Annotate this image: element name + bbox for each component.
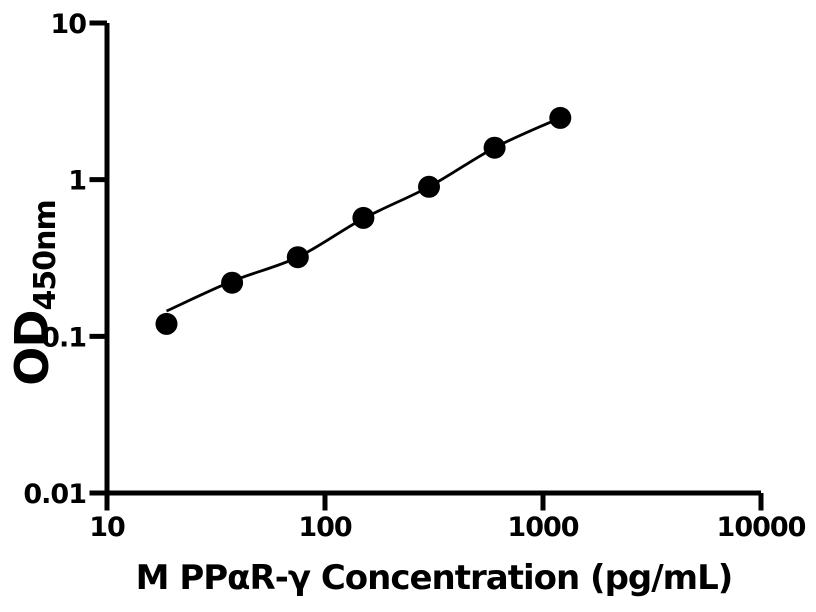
x-tick-label: 10000 <box>717 512 806 543</box>
data-point <box>155 312 178 335</box>
y-axis-title: OD 450nm <box>5 183 63 403</box>
y-axis-title-main: OD <box>5 310 59 386</box>
x-tick-label: 10 <box>89 512 125 543</box>
y-tick-label: 10 <box>50 9 86 40</box>
data-point <box>483 136 506 159</box>
data-point <box>221 271 244 294</box>
y-tick-label: 1 <box>68 166 86 197</box>
x-axis-title: M PPαR-γ Concentration (pg/mL) <box>135 558 734 598</box>
axis-spine <box>104 23 761 496</box>
x-tick-label: 1000 <box>507 512 578 543</box>
y-tick-label: 0.1 <box>41 322 86 353</box>
data-point <box>418 175 440 198</box>
data-point <box>549 106 572 129</box>
data-point <box>286 246 309 269</box>
data-point <box>352 206 375 229</box>
x-tick-label: 100 <box>298 512 352 543</box>
y-axis-title-subscript: 450nm <box>28 200 63 311</box>
y-tick-label: 0.01 <box>23 479 86 510</box>
